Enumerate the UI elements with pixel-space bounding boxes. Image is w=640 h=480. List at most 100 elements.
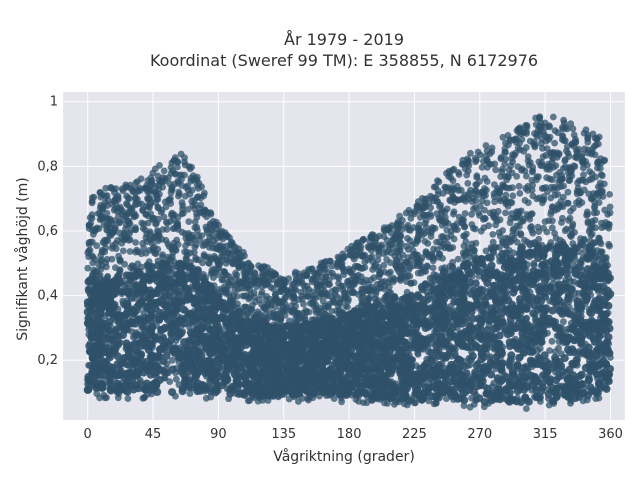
data-point	[150, 247, 158, 255]
data-point	[348, 289, 356, 297]
data-point	[108, 255, 116, 263]
data-point	[407, 280, 415, 287]
data-point	[196, 209, 203, 217]
data-point	[231, 286, 239, 294]
data-point	[396, 212, 403, 220]
data-point	[191, 218, 199, 226]
data-point	[121, 260, 128, 268]
data-point	[575, 145, 583, 153]
data-point	[564, 188, 572, 196]
data-point	[482, 247, 490, 255]
data-point	[316, 268, 323, 276]
data-point	[563, 225, 570, 233]
data-point	[88, 252, 96, 260]
data-point	[115, 218, 123, 226]
data-point	[594, 183, 602, 191]
data-point	[103, 263, 110, 271]
data-point	[543, 165, 551, 173]
data-points	[83, 113, 615, 412]
data-point	[319, 260, 327, 268]
data-point	[292, 286, 300, 294]
data-point	[103, 221, 111, 229]
data-point	[346, 278, 354, 286]
data-point	[159, 251, 167, 259]
data-point	[224, 249, 232, 257]
data-point	[573, 187, 581, 195]
data-point	[561, 157, 569, 165]
data-point	[162, 236, 170, 244]
data-point	[144, 188, 152, 196]
data-point	[408, 241, 416, 249]
data-point	[178, 199, 186, 206]
data-point	[144, 212, 152, 220]
data-point	[588, 170, 596, 178]
data-point	[470, 194, 477, 202]
data-point	[110, 206, 118, 214]
data-point	[333, 259, 341, 267]
data-point	[393, 240, 401, 248]
data-point	[296, 273, 304, 281]
data-point	[514, 211, 522, 218]
data-point	[530, 259, 538, 267]
data-point	[471, 154, 479, 162]
data-point	[546, 123, 553, 131]
data-point	[166, 196, 174, 204]
data-point	[402, 242, 410, 250]
data-point	[583, 208, 591, 216]
data-point	[377, 280, 384, 288]
data-point	[499, 165, 506, 173]
data-point	[450, 235, 458, 243]
data-point	[224, 278, 232, 286]
data-point	[547, 239, 555, 246]
data-point	[114, 237, 121, 244]
data-point	[523, 123, 531, 131]
data-point	[514, 163, 522, 171]
data-point	[106, 231, 113, 239]
data-point	[568, 141, 576, 148]
data-point	[486, 150, 494, 158]
data-point	[560, 119, 568, 127]
data-point	[545, 217, 553, 225]
data-point	[461, 210, 469, 217]
data-point	[570, 131, 578, 139]
data-point	[205, 253, 213, 261]
data-point	[567, 120, 575, 127]
data-point	[522, 144, 530, 151]
data-point	[546, 347, 553, 354]
data-point	[98, 246, 106, 254]
data-point	[546, 133, 554, 141]
data-point	[168, 356, 176, 364]
data-point	[101, 283, 109, 292]
data-point	[308, 265, 316, 273]
data-point	[429, 264, 437, 272]
data-point	[146, 182, 154, 190]
data-point	[560, 193, 567, 201]
data-point	[227, 255, 235, 263]
data-point	[232, 274, 239, 282]
data-point	[354, 291, 362, 298]
data-point	[370, 286, 378, 294]
data-point	[85, 221, 93, 229]
data-point	[589, 130, 597, 138]
data-point	[498, 255, 507, 264]
data-point	[564, 199, 572, 207]
data-point	[270, 285, 277, 293]
data-point	[606, 290, 615, 298]
data-point	[140, 220, 148, 228]
data-point	[446, 262, 454, 270]
data-point	[247, 262, 255, 270]
data-point	[565, 152, 573, 160]
data-point	[605, 240, 613, 248]
data-point	[421, 219, 429, 227]
data-point	[588, 224, 596, 232]
data-point	[546, 175, 554, 183]
data-point	[230, 281, 238, 289]
data-point	[94, 210, 102, 217]
data-point	[360, 278, 367, 286]
data-point	[595, 234, 603, 242]
data-point	[384, 242, 392, 249]
data-point	[420, 212, 428, 219]
data-point	[451, 199, 458, 206]
data-point	[371, 263, 378, 271]
data-point	[233, 292, 241, 300]
